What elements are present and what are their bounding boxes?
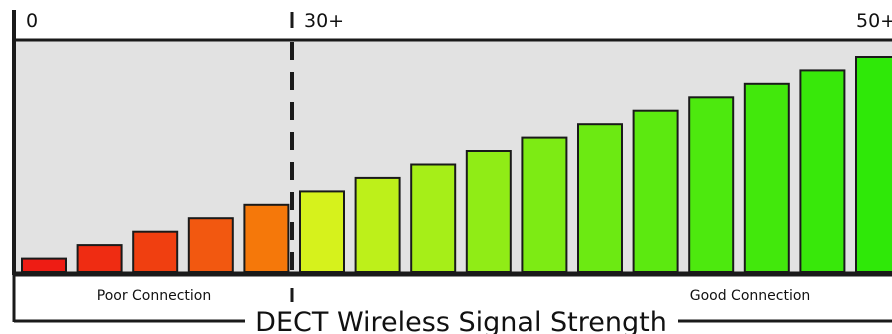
signal-bar-7 bbox=[354, 176, 401, 273]
signal-bar-6 bbox=[299, 190, 345, 273]
signal-bar-9 bbox=[465, 150, 512, 273]
chart-title: DECT Wireless Signal Strength bbox=[255, 307, 667, 334]
signal-bar-14 bbox=[743, 82, 790, 273]
signal-bar-3 bbox=[132, 230, 179, 273]
signal-bar-8 bbox=[410, 163, 457, 273]
signal-bar-5 bbox=[243, 203, 290, 273]
signal-bar-13 bbox=[688, 96, 735, 273]
bars-group bbox=[21, 56, 892, 274]
signal-bar-15 bbox=[799, 69, 846, 274]
signal-bar-16 bbox=[855, 56, 892, 273]
signal-bar-11 bbox=[577, 123, 623, 273]
scale-label-max: 50+ bbox=[856, 10, 892, 32]
zone-label-good: Good Connection bbox=[690, 288, 811, 304]
signal-bar-10 bbox=[521, 136, 568, 273]
scale-label-start: 0 bbox=[26, 10, 38, 32]
zone-label-poor: Poor Connection bbox=[97, 288, 212, 304]
signal-bar-4 bbox=[187, 217, 234, 273]
signal-bar-2 bbox=[76, 244, 123, 274]
signal-bar-1 bbox=[21, 257, 67, 274]
scale-label-threshold: 30+ bbox=[304, 10, 344, 32]
signal-bar-12 bbox=[632, 109, 679, 273]
